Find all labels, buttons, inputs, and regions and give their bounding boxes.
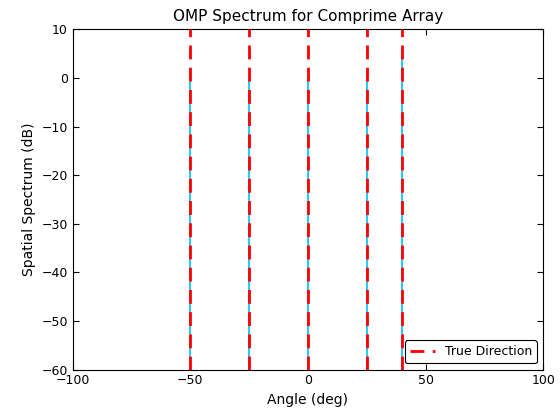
Legend: True Direction: True Direction: [405, 340, 537, 363]
Y-axis label: Spatial Spectrum (dB): Spatial Spectrum (dB): [22, 123, 36, 276]
X-axis label: Angle (deg): Angle (deg): [268, 393, 348, 407]
Title: OMP Spectrum for Comprime Array: OMP Spectrum for Comprime Array: [173, 9, 443, 24]
